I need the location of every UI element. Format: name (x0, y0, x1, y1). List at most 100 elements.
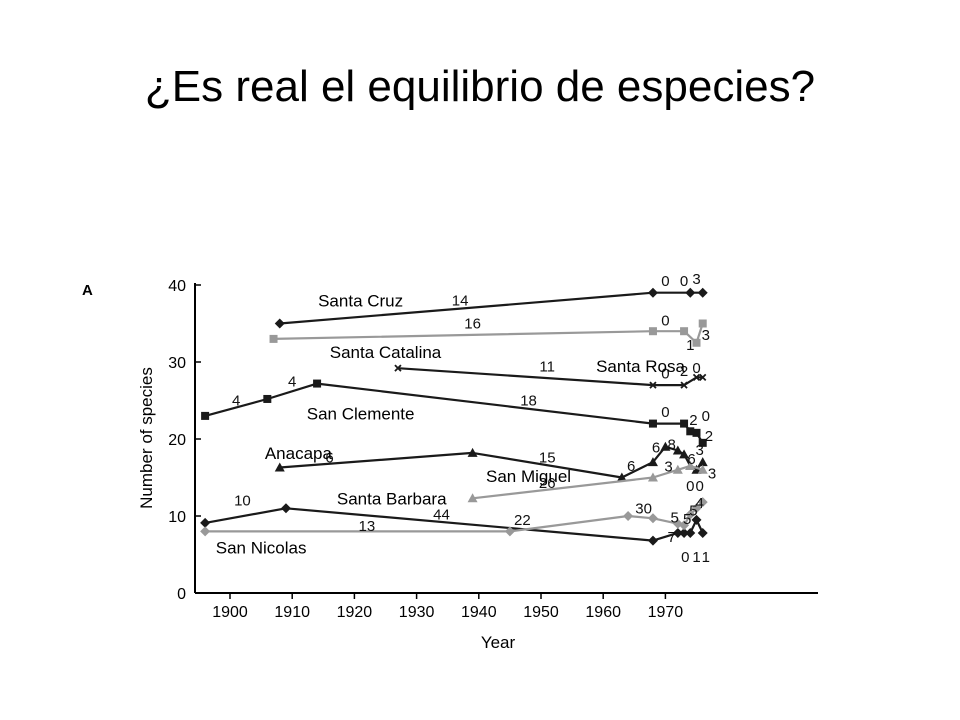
annotation-label: 44 (433, 506, 450, 523)
annotation-label: 0 (702, 408, 710, 425)
annotation-label: 6 (687, 451, 695, 468)
annotation-label: 1 (702, 549, 710, 566)
annotation-label: 6 (325, 449, 333, 466)
x-tick-label: 1960 (585, 604, 621, 621)
annotation-label: 13 (358, 518, 375, 535)
data-point-santa-barbara (280, 503, 291, 514)
data-point-san-nicolas (647, 513, 658, 524)
annotation-label: 5 (683, 511, 691, 528)
data-point-san-nicolas (691, 503, 702, 514)
x-tick-label: 1940 (461, 604, 497, 621)
data-point-san-miguel (647, 472, 658, 482)
annotation-label: 0 (680, 273, 688, 290)
series-line-san-clemente (204, 382, 704, 444)
annotation-label: 3 (695, 442, 703, 459)
x-tick-label: 1900 (212, 604, 248, 621)
annotation-label: 15 (539, 449, 556, 466)
data-point-san-clemente (648, 419, 657, 428)
data-point-santa-rosa (692, 373, 701, 382)
y-ticks: 0 10 20 30 40 (168, 278, 201, 603)
annotation-label: 2 (705, 428, 713, 445)
data-point-santa-catalina (269, 334, 278, 343)
data-point-san-miguel (697, 464, 708, 474)
data-point-san-nicolas (200, 526, 211, 537)
annotation-label: 4 (695, 495, 703, 512)
data-point-san-nicolas (679, 520, 690, 531)
series-label: Santa Rosa (596, 357, 685, 376)
annotation-label: 3 (692, 271, 700, 288)
data-point-santa-cruz (274, 318, 285, 329)
data-point-san-nicolas (504, 526, 515, 537)
y-tick-label: 20 (168, 432, 186, 449)
annotation-label: 6 (652, 439, 660, 456)
data-point-anacapa (616, 472, 627, 482)
data-point-san-miguel (467, 493, 478, 503)
data-point-san-clemente (680, 419, 689, 428)
data-point-santa-catalina (698, 319, 707, 328)
data-point-anacapa (660, 441, 671, 451)
y-tick-label: 40 (168, 278, 186, 295)
data-point-anacapa (467, 447, 478, 457)
data-point-santa-cruz (685, 287, 696, 298)
series-label: San Nicolas (216, 539, 307, 558)
x-axis-title: Year (481, 633, 516, 652)
x-ticks: 1900 1910 1920 1930 1940 1950 1960 1970 (212, 593, 683, 621)
annotation-label: 4 (232, 393, 240, 410)
annotation-label: 0 (686, 478, 694, 495)
data-point-san-nicolas (623, 511, 634, 521)
annotation-label: 0 (692, 360, 700, 377)
annotation-label: 5 (671, 510, 679, 527)
data-point-santa-catalina (648, 327, 657, 336)
y-tick-label: 0 (177, 586, 186, 603)
data-point-santa-catalina (692, 338, 701, 347)
annotation-label: 3 (702, 327, 710, 344)
data-point-san-miguel (685, 460, 696, 470)
data-point-santa-barbara (672, 527, 683, 538)
series-line-santa-catalina (273, 323, 704, 344)
data-point-san-clemente (263, 394, 272, 403)
annotation-label: 16 (464, 316, 481, 333)
data-point-anacapa (697, 457, 708, 467)
annotation-label: 10 (234, 493, 251, 510)
data-point-anacapa (679, 449, 690, 459)
data-point-san-clemente (698, 438, 707, 447)
annotation-label: 1 (686, 337, 694, 354)
series-line-santa-cruz (279, 291, 703, 325)
series-label-layer: Santa Cruz Santa Catalina Santa Rosa San Cl… (216, 291, 686, 557)
annotation-label: 14 (452, 292, 469, 309)
data-point-san-clemente (313, 379, 322, 388)
annotation-label: 18 (520, 393, 537, 410)
data-point-santa-barbara (697, 527, 708, 538)
annotation-label: 0 (681, 549, 689, 566)
annotation-label: 3 (664, 459, 672, 476)
data-point-santa-rosa (394, 364, 402, 372)
data-point-san-miguel (672, 464, 683, 474)
data-point-san-clemente (686, 427, 695, 436)
annotation-label: 0 (661, 312, 669, 329)
data-point-santa-catalina (680, 327, 689, 336)
annotation-label: 4 (288, 373, 296, 390)
annotation-label: 0 (661, 404, 669, 421)
data-point-santa-rosa (699, 373, 707, 382)
data-point-anacapa (274, 462, 285, 472)
series-label: San Miguel (486, 467, 571, 486)
annotation-label: 5 (689, 503, 697, 520)
y-axis-title: Number of species (137, 367, 156, 509)
annotation-label: 0 (661, 366, 669, 383)
data-point-san-clemente (692, 428, 701, 437)
y-tick-label: 30 (168, 355, 186, 372)
data-point-santa-barbara (685, 527, 696, 538)
data-point-anacapa (672, 445, 683, 455)
annotation-label: 0 (661, 273, 669, 290)
x-tick-label: 1950 (523, 604, 559, 621)
x-tick-label: 1930 (399, 604, 435, 621)
data-point-anacapa (647, 457, 658, 467)
annotation-label: 30 (635, 500, 652, 517)
y-tick-label: 10 (168, 509, 186, 526)
annotation-label: 2 (680, 363, 688, 380)
series-label: Santa Barbara (337, 489, 447, 508)
data-point-santa-rosa (649, 381, 657, 389)
x-tick-label: 1920 (337, 604, 373, 621)
series-label: Santa Catalina (330, 343, 442, 362)
panel-label: A (82, 282, 93, 299)
